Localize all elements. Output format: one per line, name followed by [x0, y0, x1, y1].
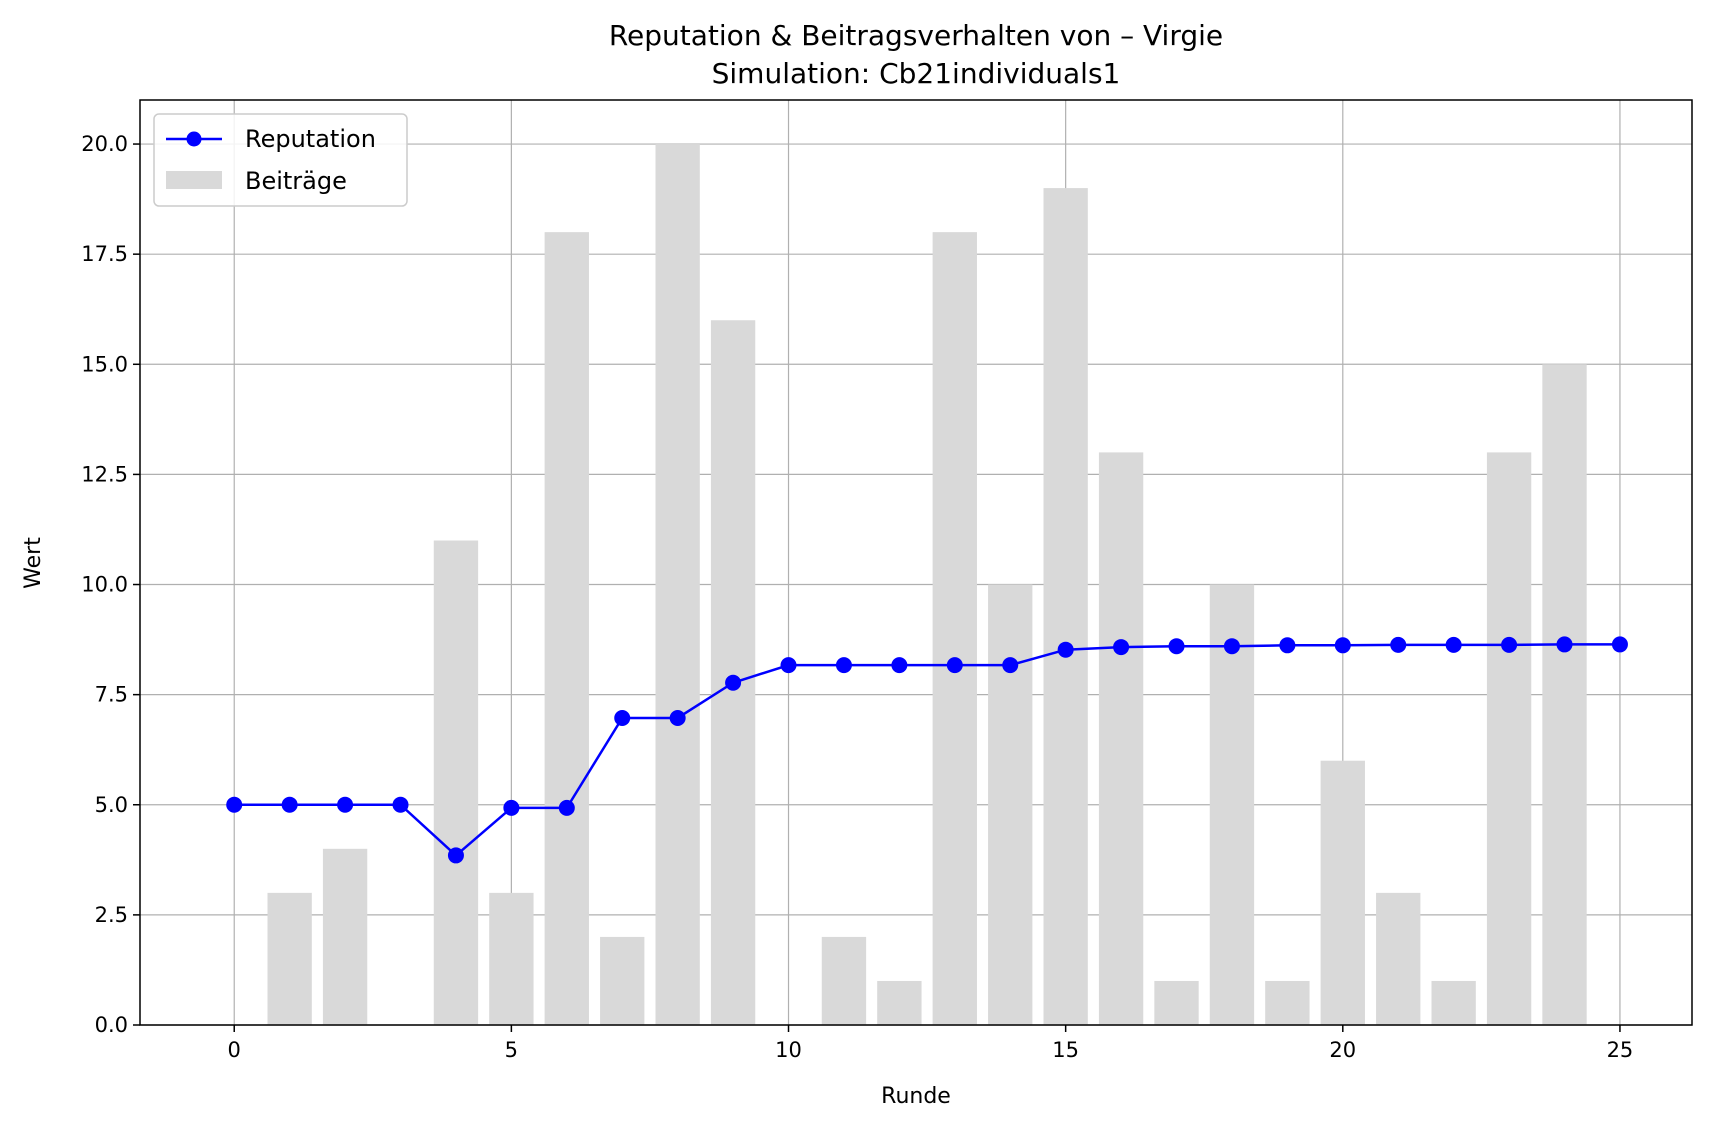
- reputation-point: [447, 847, 464, 864]
- reputation-point: [558, 799, 575, 816]
- y-axis-label: Wert: [21, 537, 46, 589]
- plot-frame: [139, 99, 1693, 1026]
- bar-beitraege: [433, 540, 479, 1025]
- reputation-point: [780, 657, 797, 674]
- bar-beitraege: [1043, 188, 1088, 1026]
- reputation-point: [1611, 636, 1628, 653]
- reputation-point: [614, 709, 631, 726]
- legend-reputation-label: Reputation: [245, 125, 376, 153]
- y-tick-label: 12.5: [81, 462, 128, 486]
- bar-beitraege: [267, 892, 312, 1025]
- y-tick-label: 0.0: [95, 1013, 128, 1037]
- bar-series: [267, 144, 1587, 1026]
- y-tick-label: 5.0: [95, 793, 128, 817]
- bar-beitraege: [1486, 452, 1532, 1025]
- y-tick-label: 2.5: [95, 903, 128, 927]
- reputation-point: [337, 796, 354, 813]
- reputation-point: [1390, 636, 1407, 653]
- legend-beitraege-label: Beiträge: [245, 167, 347, 195]
- reputation-point: [226, 796, 243, 813]
- reputation-point: [1223, 638, 1240, 655]
- bar-beitraege: [932, 232, 977, 1026]
- reputation-point: [281, 796, 298, 813]
- legend-beitraege-swatch: [166, 171, 222, 189]
- x-tick-label: 20: [1329, 1038, 1356, 1062]
- axis-ticks: 0 5 10 15 20 25 0.0 2.5 5.0 7.5 10.0 12.5 15.0 17.5 20…: [81, 132, 1633, 1062]
- reputation-point: [1556, 636, 1573, 653]
- reputation-point: [835, 657, 852, 674]
- x-tick-label: 0: [228, 1038, 241, 1062]
- bar-beitraege: [821, 936, 867, 1025]
- bar-beitraege: [988, 584, 1033, 1025]
- chart-subtitle: Simulation: Cb21individuals1: [712, 57, 1121, 90]
- bar-beitraege: [1376, 892, 1421, 1025]
- bar-beitraege: [1154, 980, 1199, 1025]
- bar-beitraege: [544, 232, 589, 1026]
- x-tick-label: 15: [1052, 1038, 1079, 1062]
- reputation-point: [1113, 639, 1130, 656]
- bar-beitraege: [877, 980, 922, 1025]
- reputation-point: [1279, 637, 1296, 654]
- bar-beitraege: [655, 144, 700, 1026]
- bar-beitraege: [1098, 452, 1144, 1025]
- x-tick-label: 10: [775, 1038, 802, 1062]
- y-tick-label: 15.0: [81, 352, 128, 376]
- x-axis-label: Runde: [881, 1084, 951, 1109]
- reputation-point: [392, 796, 409, 813]
- y-tick-label: 17.5: [81, 242, 128, 266]
- x-tick-label: 25: [1607, 1038, 1634, 1062]
- reputation-point: [1057, 641, 1074, 658]
- x-tick-label: 5: [505, 1038, 518, 1062]
- bar-beitraege: [1431, 980, 1476, 1025]
- legend-reputation-marker: [186, 131, 202, 147]
- reputation-point: [1168, 638, 1185, 655]
- y-tick-label: 20.0: [81, 132, 128, 156]
- y-tick-label: 7.5: [95, 683, 128, 707]
- bar-beitraege: [322, 848, 368, 1025]
- y-tick-label: 10.0: [81, 573, 128, 597]
- reputation-point: [891, 657, 908, 674]
- bar-beitraege: [710, 320, 756, 1025]
- legend: Reputation Beiträge: [153, 113, 408, 207]
- reputation-point: [1334, 637, 1351, 654]
- bar-beitraege: [1542, 364, 1587, 1025]
- reputation-point: [1445, 636, 1462, 653]
- bar-beitraege: [1265, 980, 1310, 1025]
- bar-beitraege: [1209, 584, 1255, 1025]
- reputation-point: [946, 657, 963, 674]
- reputation-point: [503, 799, 520, 816]
- line-series: [226, 636, 1628, 864]
- bar-beitraege: [489, 892, 534, 1025]
- reputation-point: [1501, 636, 1518, 653]
- reputation-line: [234, 643, 1620, 858]
- reputation-point: [669, 709, 686, 726]
- bar-beitraege: [1320, 760, 1365, 1025]
- chart-title: Reputation & Beitragsverhalten von – Vir…: [609, 19, 1223, 52]
- reputation-point: [725, 674, 742, 691]
- reputation-point: [1002, 657, 1019, 674]
- bar-beitraege: [600, 936, 645, 1025]
